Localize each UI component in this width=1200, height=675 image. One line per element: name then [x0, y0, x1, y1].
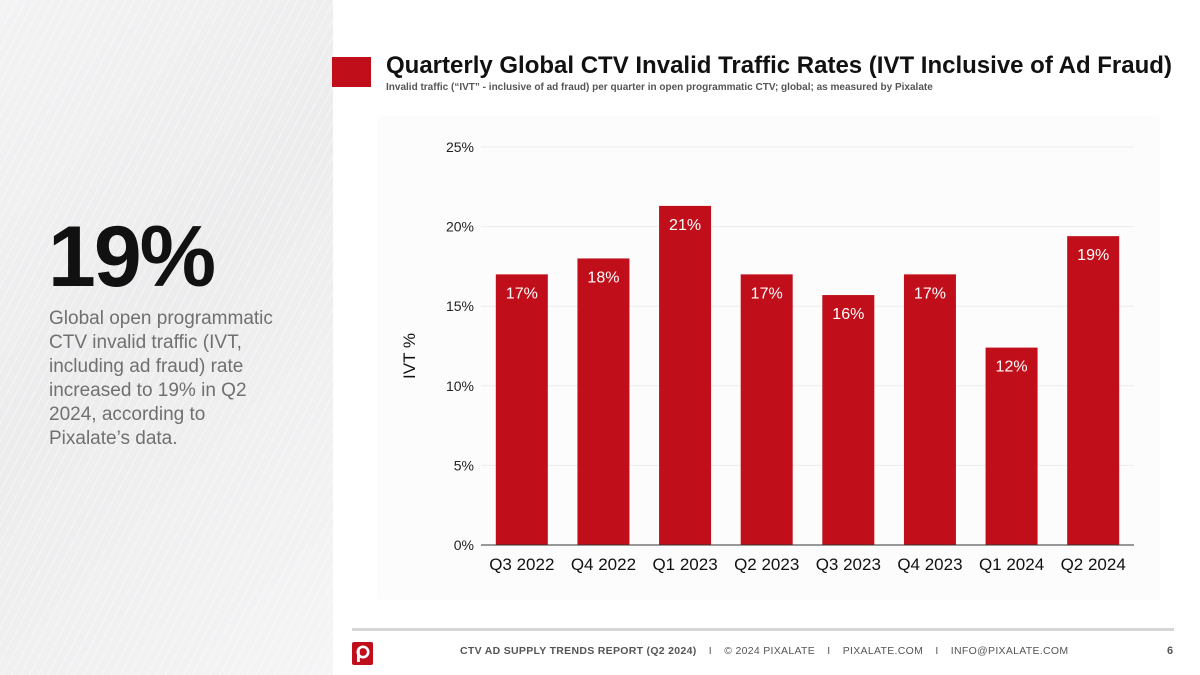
bar — [577, 258, 630, 545]
footer-text: CTV AD SUPPLY TRENDS REPORT (Q2 2024) I … — [460, 645, 1068, 657]
footer-copyright: © 2024 PIXALATE — [724, 645, 816, 657]
bar — [1067, 236, 1120, 545]
footer-email-link[interactable]: INFO@PIXALATE.COM — [950, 645, 1069, 657]
data-label: 17% — [751, 285, 783, 302]
y-tick-label: 5% — [454, 457, 474, 473]
x-tick-label: Q4 2023 — [897, 555, 962, 574]
highlight-description: Global open programmatic CTV invalid tra… — [49, 308, 273, 449]
y-tick-label: 10% — [446, 378, 474, 394]
footer-separator: I — [935, 645, 939, 657]
footer-website-link[interactable]: PIXALATE.COM — [842, 645, 924, 657]
bar — [659, 205, 712, 545]
x-tick-label: Q1 2024 — [979, 555, 1044, 574]
footer-separator: I — [827, 645, 831, 657]
y-axis-title: IVT % — [400, 333, 419, 379]
highlight-stat: 19% — [48, 209, 216, 305]
bar-chart: 0% 5% 10% 15% 20% 25% 17% Q3 2022 18% Q4 2022 21% Q… — [400, 139, 1134, 574]
y-tick-label: 25% — [446, 139, 474, 155]
data-label: 18% — [587, 269, 619, 286]
data-label: 17% — [914, 285, 946, 302]
data-label: 12% — [996, 359, 1028, 376]
x-tick-label: Q3 2023 — [816, 555, 881, 574]
bar — [495, 274, 548, 545]
title-accent-block — [332, 57, 371, 87]
chart-title: Quarterly Global CTV Invalid Traffic Rat… — [386, 52, 1172, 79]
bar — [985, 347, 1038, 545]
pixalate-logo-icon — [352, 642, 373, 665]
data-label: 21% — [669, 217, 701, 234]
decorative-stripes — [0, 0, 333, 675]
highlight-panel — [0, 0, 333, 675]
bar — [740, 274, 793, 545]
footer-report-title: CTV AD SUPPLY TRENDS REPORT (Q2 2024) — [460, 645, 697, 657]
x-tick-label: Q2 2024 — [1061, 555, 1126, 574]
bar — [822, 295, 875, 545]
footer-separator: I — [708, 645, 712, 657]
x-tick-label: Q3 2022 — [489, 555, 554, 574]
bar — [903, 274, 956, 545]
x-tick-label: Q4 2022 — [571, 555, 636, 574]
data-label: 17% — [506, 285, 538, 302]
y-tick-label: 15% — [446, 298, 474, 314]
chart-subtitle: Invalid traffic (“IVT” - inclusive of ad… — [386, 82, 933, 93]
page-number: 6 — [1167, 645, 1174, 657]
chart-area: 0% 5% 10% 15% 20% 25% 17% Q3 2022 18% Q4 2022 21% Q… — [377, 116, 1160, 600]
data-label: 16% — [832, 306, 864, 323]
y-tick-label: 0% — [454, 537, 474, 553]
x-tick-label: Q2 2023 — [734, 555, 799, 574]
footer-divider — [352, 628, 1174, 631]
y-tick-label: 20% — [446, 219, 474, 235]
x-tick-label: Q1 2023 — [652, 555, 717, 574]
data-label: 19% — [1077, 247, 1109, 264]
